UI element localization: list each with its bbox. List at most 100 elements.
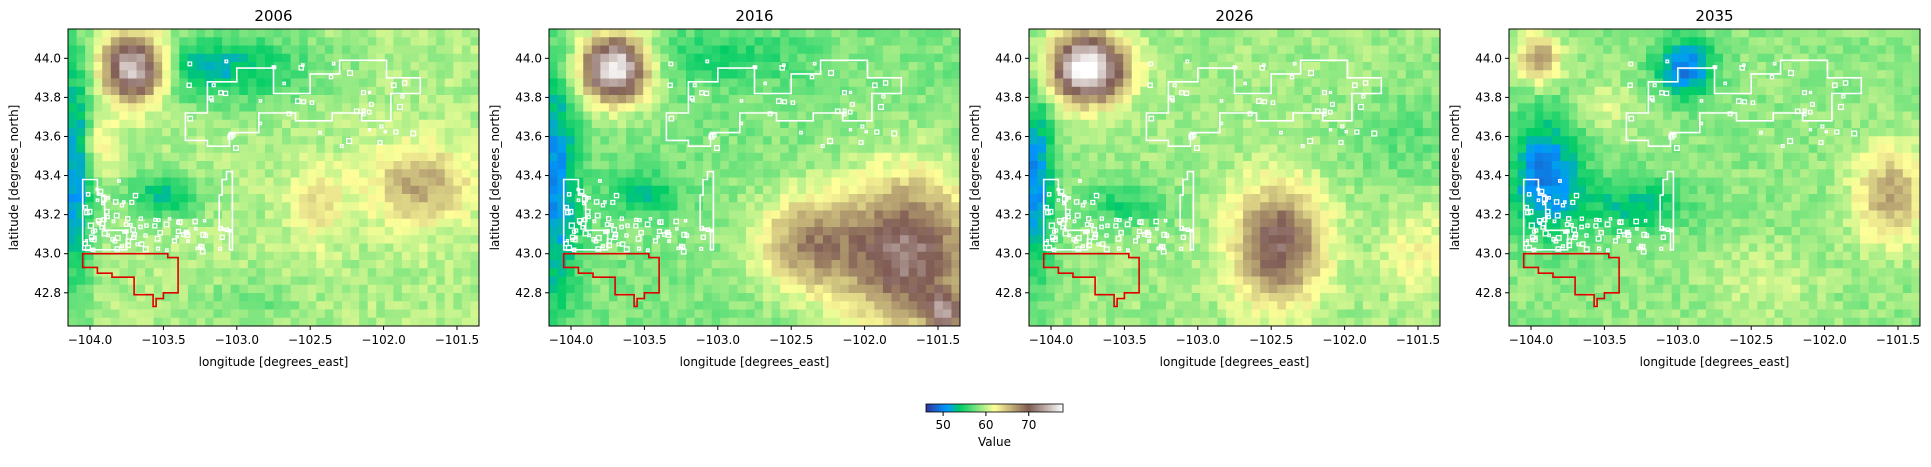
raster-cell xyxy=(351,128,360,137)
raster-cell xyxy=(1303,161,1312,170)
y-axis-label: latitude [degrees_north] xyxy=(488,105,502,251)
raster-cell xyxy=(652,136,661,145)
raster-cell xyxy=(789,244,798,253)
raster-cell xyxy=(1252,202,1261,211)
raster-cell xyxy=(669,161,678,170)
raster-cell xyxy=(1269,260,1278,269)
raster-cell xyxy=(857,103,866,112)
raster-cell xyxy=(686,268,695,277)
raster-cell xyxy=(111,128,120,137)
raster-cell xyxy=(470,95,479,104)
raster-cell xyxy=(265,244,274,253)
raster-cell xyxy=(1098,87,1107,96)
raster-cell xyxy=(359,136,368,145)
raster-cell xyxy=(635,285,644,294)
raster-cell xyxy=(1269,268,1278,277)
raster-cell xyxy=(849,29,858,38)
raster-cell xyxy=(239,310,248,319)
raster-cell xyxy=(351,153,360,162)
raster-cell xyxy=(1200,95,1209,104)
raster-cell xyxy=(359,186,368,195)
raster-cell xyxy=(1183,202,1192,211)
raster-cell xyxy=(823,54,832,63)
raster-cell xyxy=(470,120,479,129)
raster-cell xyxy=(1217,277,1226,286)
raster-cell xyxy=(385,211,394,220)
raster-cell xyxy=(1243,186,1252,195)
raster-cell xyxy=(385,95,394,104)
raster-cell xyxy=(1038,186,1047,195)
raster-cell xyxy=(712,293,721,302)
raster-cell xyxy=(162,310,171,319)
raster-cell xyxy=(94,310,103,319)
raster-cell xyxy=(1294,161,1303,170)
raster-cell xyxy=(299,277,308,286)
raster-cell xyxy=(274,161,283,170)
raster-cell xyxy=(265,103,274,112)
raster-cell xyxy=(1192,70,1201,79)
raster-cell xyxy=(677,194,686,203)
raster-cell xyxy=(566,293,575,302)
raster-cell xyxy=(1192,277,1201,286)
raster-cell xyxy=(1200,293,1209,302)
raster-cell xyxy=(222,252,231,261)
raster-cell xyxy=(325,301,334,310)
raster-cell xyxy=(832,219,841,228)
raster-cell xyxy=(256,136,265,145)
raster-cell xyxy=(265,318,274,327)
raster-cell xyxy=(119,285,128,294)
raster-cell xyxy=(1226,120,1235,129)
raster-cell xyxy=(265,194,274,203)
raster-cell xyxy=(402,318,411,327)
raster-cell xyxy=(402,186,411,195)
raster-cell xyxy=(703,219,712,228)
raster-cell xyxy=(583,186,592,195)
raster-cell xyxy=(419,62,428,71)
raster-cell xyxy=(1277,153,1286,162)
raster-cell xyxy=(909,301,918,310)
raster-cell xyxy=(806,235,815,244)
raster-cell xyxy=(1175,95,1184,104)
raster-cell xyxy=(934,178,943,187)
raster-cell xyxy=(368,301,377,310)
raster-cell xyxy=(145,70,154,79)
raster-cell xyxy=(892,186,901,195)
raster-cell xyxy=(729,301,738,310)
raster-cell xyxy=(154,153,163,162)
raster-cell xyxy=(1243,95,1252,104)
raster-cell xyxy=(1115,178,1124,187)
raster-cell xyxy=(866,169,875,178)
raster-cell xyxy=(470,79,479,88)
raster-cell xyxy=(1149,153,1158,162)
raster-cell xyxy=(282,161,291,170)
raster-cell xyxy=(1235,161,1244,170)
raster-cell xyxy=(1029,227,1038,236)
raster-cell xyxy=(462,87,471,96)
raster-cell xyxy=(729,103,738,112)
raster-cell xyxy=(1089,310,1098,319)
raster-cell xyxy=(462,310,471,319)
raster-cell xyxy=(729,145,738,154)
raster-cell xyxy=(832,202,841,211)
raster-cell xyxy=(814,37,823,46)
raster-cell xyxy=(763,194,772,203)
raster-cell xyxy=(729,268,738,277)
raster-cell xyxy=(1209,37,1218,46)
raster-cell xyxy=(94,103,103,112)
raster-cell xyxy=(823,153,832,162)
raster-cell xyxy=(1260,169,1269,178)
raster-cell xyxy=(1217,244,1226,253)
raster-cell xyxy=(866,46,875,55)
raster-cell xyxy=(94,161,103,170)
raster-cell xyxy=(316,211,325,220)
raster-cell xyxy=(393,318,402,327)
raster-cell xyxy=(600,79,609,88)
raster-cell xyxy=(282,194,291,203)
raster-cell xyxy=(154,277,163,286)
raster-cell xyxy=(68,103,77,112)
raster-cell xyxy=(712,95,721,104)
raster-cell xyxy=(823,186,832,195)
raster-cell xyxy=(1132,62,1141,71)
raster-cell xyxy=(274,186,283,195)
raster-cell xyxy=(592,46,601,55)
